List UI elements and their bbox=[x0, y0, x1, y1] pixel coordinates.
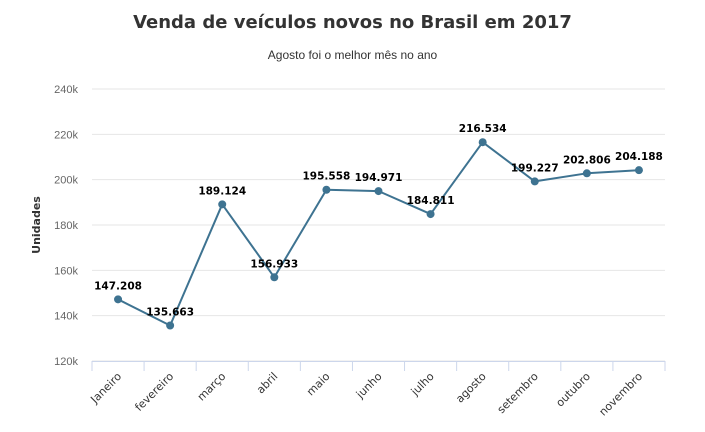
data-label: 202.806 bbox=[563, 154, 611, 166]
x-tick-label: agosto bbox=[453, 370, 489, 406]
series-line bbox=[117, 141, 640, 327]
data-label: 216.534 bbox=[459, 123, 507, 135]
y-axis-label: Unidades bbox=[30, 196, 43, 254]
chart-title: Venda de veículos novos no Brasil em 201… bbox=[133, 12, 572, 33]
x-tick-label: abril bbox=[254, 370, 280, 396]
data-label: 204.188 bbox=[615, 151, 663, 163]
data-label: 156.933 bbox=[250, 258, 298, 270]
data-labels: 147.208 135.663 189.124 156.933 195.558 194.9… bbox=[94, 123, 663, 318]
data-label: 194.971 bbox=[355, 172, 403, 184]
data-point[interactable] bbox=[270, 273, 279, 282]
y-tick-label: 160k bbox=[54, 265, 78, 277]
data-point[interactable] bbox=[166, 321, 175, 330]
data-point[interactable] bbox=[218, 200, 227, 209]
grid-lines bbox=[92, 88, 665, 362]
y-tick-label: 220k bbox=[54, 129, 78, 141]
data-point[interactable] bbox=[478, 138, 487, 147]
data-label: 147.208 bbox=[94, 280, 142, 292]
data-point[interactable] bbox=[114, 295, 123, 304]
y-tick-label: 140k bbox=[54, 311, 78, 323]
y-tick-label: 180k bbox=[54, 220, 78, 232]
data-point[interactable] bbox=[322, 185, 331, 194]
x-tick-label: junho bbox=[353, 370, 385, 402]
data-point[interactable] bbox=[634, 166, 643, 175]
y-axis-ticks: 120k 140k 160k 180k 200k 220k 240k bbox=[54, 84, 78, 368]
data-label: 195.558 bbox=[302, 171, 350, 183]
data-label: 184.811 bbox=[407, 195, 455, 207]
series-line-path bbox=[117, 141, 640, 327]
data-label: 135.663 bbox=[146, 306, 194, 318]
x-tick-label: Janeiro bbox=[88, 370, 125, 407]
data-point[interactable] bbox=[582, 169, 591, 178]
x-tick-label: novembro bbox=[597, 370, 646, 419]
x-tick-label: julho bbox=[408, 370, 437, 399]
y-tick-label: 200k bbox=[54, 175, 78, 187]
data-label: 189.124 bbox=[198, 185, 246, 197]
x-tick-label: maio bbox=[304, 370, 333, 399]
data-point[interactable] bbox=[374, 187, 383, 196]
data-point[interactable] bbox=[426, 210, 435, 219]
y-tick-label: 120k bbox=[54, 356, 78, 368]
data-point[interactable] bbox=[530, 177, 539, 186]
data-points bbox=[114, 138, 643, 330]
x-axis-ticks: Janeiro fevereiro março abril maio junho julho… bbox=[88, 370, 646, 419]
x-tick-label: outubro bbox=[553, 370, 593, 410]
x-tick-label: fevereiro bbox=[132, 370, 176, 414]
x-tick-label: março bbox=[195, 370, 229, 404]
data-label: 199.227 bbox=[511, 162, 559, 174]
y-tick-label: 240k bbox=[54, 84, 78, 96]
chart-subtitle: Agosto foi o melhor mês no ano bbox=[267, 48, 438, 62]
x-tick-label: setembro bbox=[495, 370, 541, 416]
x-axis bbox=[91, 361, 666, 371]
